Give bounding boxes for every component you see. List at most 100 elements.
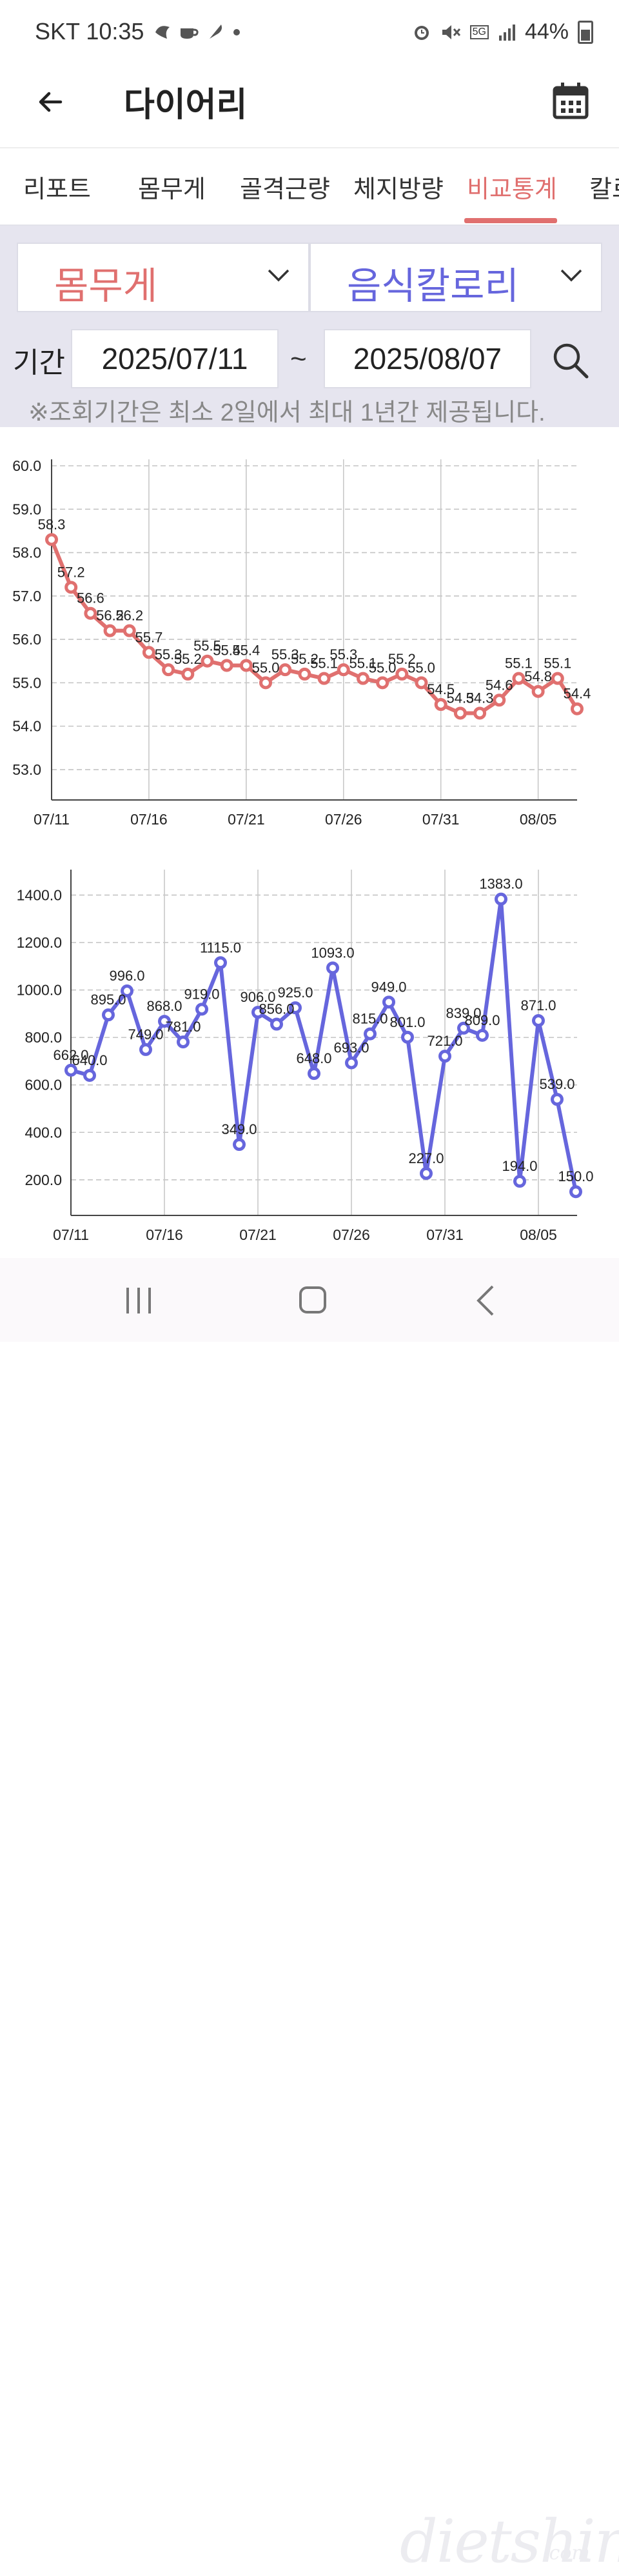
- data-label: 55.0: [369, 659, 397, 675]
- data-point: [495, 892, 507, 906]
- data-label: 58.3: [38, 516, 66, 532]
- data-label: 539.0: [539, 1076, 575, 1092]
- data-point: [438, 1050, 451, 1063]
- y-tick-label: 400.0: [25, 1124, 62, 1141]
- data-point: [512, 672, 526, 685]
- signal-icon: [498, 24, 515, 41]
- tab-skeletal-muscle[interactable]: 골격근량: [240, 176, 330, 203]
- data-label: 868.0: [146, 998, 182, 1014]
- x-tick-label: 07/31: [426, 1226, 464, 1243]
- battery-percent: 44%: [524, 19, 569, 44]
- data-label: 55.4: [213, 642, 241, 658]
- data-label: 925.0: [277, 984, 313, 1001]
- system-back-button[interactable]: [464, 1281, 509, 1320]
- data-point: [233, 1138, 246, 1152]
- data-point: [83, 1068, 96, 1082]
- feather-icon: [210, 25, 222, 39]
- x-tick-label: 07/21: [239, 1226, 277, 1243]
- data-label: 56.2: [115, 608, 143, 624]
- tab-calorie[interactable]: 칼로: [589, 176, 619, 203]
- x-tick-label: 08/05: [520, 811, 557, 828]
- data-point: [415, 676, 428, 690]
- tab-weight[interactable]: 몸무게: [138, 176, 206, 203]
- tab-body-fat[interactable]: 체지방량: [353, 176, 444, 203]
- data-point: [45, 533, 58, 546]
- y-tick-label: 800.0: [25, 1029, 62, 1046]
- y-tick-label: 57.0: [12, 588, 41, 604]
- data-point: [395, 667, 409, 681]
- data-point: [476, 1028, 489, 1042]
- data-point: [420, 1166, 433, 1180]
- data-label: 54.4: [564, 686, 591, 702]
- data-label: 815.0: [352, 1011, 388, 1027]
- x-tick-label: 07/16: [130, 811, 168, 828]
- end-date-field[interactable]: 2025/08/07: [324, 329, 531, 388]
- data-label: 919.0: [184, 986, 219, 1002]
- data-label: 640.0: [72, 1052, 107, 1068]
- x-tick-label: 08/05: [520, 1226, 557, 1243]
- data-point: [551, 672, 564, 685]
- data-point: [453, 706, 467, 720]
- x-tick-label: 07/26: [325, 811, 362, 828]
- y-tick-label: 600.0: [25, 1077, 62, 1093]
- data-point: [64, 1063, 77, 1077]
- y-tick-label: 56.0: [12, 631, 41, 648]
- start-date-field[interactable]: 2025/07/11: [71, 329, 279, 388]
- left-metric-select[interactable]: 몸무게: [17, 243, 310, 312]
- carrier-time: SKT 10:35: [35, 18, 144, 45]
- data-point: [289, 1001, 302, 1015]
- data-point: [177, 1035, 190, 1049]
- data-label: 56.2: [96, 608, 124, 624]
- data-point: [123, 624, 136, 637]
- data-label: 55.5: [193, 638, 221, 654]
- calendar-button[interactable]: [549, 80, 592, 123]
- data-point: [214, 956, 227, 970]
- status-bar: SKT 10:35 5G 44%: [0, 0, 619, 65]
- series-line: [70, 897, 578, 1192]
- data-point: [531, 684, 545, 698]
- data-point: [158, 1015, 171, 1028]
- data-point: [364, 1027, 377, 1041]
- data-label: 809.0: [464, 1012, 500, 1028]
- data-label: 55.7: [135, 629, 163, 645]
- series-line: [50, 539, 579, 715]
- y-tick-label: 1200.0: [17, 934, 62, 951]
- tab-report[interactable]: 리포트: [23, 176, 91, 203]
- x-tick-label: 07/16: [146, 1226, 183, 1243]
- y-tick-label: 55.0: [12, 674, 41, 691]
- back-button[interactable]: [31, 83, 70, 121]
- data-label: 55.1: [310, 655, 338, 672]
- coffee-icon: [181, 28, 199, 39]
- x-tick-label: 07/26: [333, 1226, 370, 1243]
- home-button[interactable]: [290, 1281, 335, 1320]
- data-point: [382, 995, 395, 1009]
- data-label: 55.4: [232, 642, 260, 658]
- right-metric-select[interactable]: 음식칼로리: [310, 243, 602, 312]
- dietshin-watermark-suffix: .com: [543, 2542, 590, 2564]
- data-point: [308, 1067, 320, 1081]
- data-point: [569, 1185, 582, 1199]
- battery-icon: [578, 20, 593, 44]
- calorie-chart: 200.0 400.0 600.0 800.0 1000.0 1200.0 1400.0 07…: [17, 870, 594, 1243]
- data-point: [195, 1003, 208, 1016]
- data-point: [326, 961, 339, 975]
- recent-apps-button[interactable]: [116, 1281, 161, 1320]
- x-tick-label: 07/11: [34, 811, 70, 828]
- weight-chart: 53.0 54.0 55.0 56.0 57.0 58.0 59.0 60.0 07/11 07/…: [12, 457, 591, 828]
- data-label: 55.2: [291, 651, 319, 667]
- left-metric-value: 몸무게: [54, 265, 158, 307]
- tab-compare-stats[interactable]: 비교통계: [467, 176, 557, 203]
- search-button[interactable]: [549, 339, 592, 382]
- data-label: 693.0: [333, 1039, 369, 1055]
- data-point: [298, 667, 311, 681]
- data-label: 1115.0: [200, 939, 241, 955]
- data-point: [571, 702, 584, 715]
- filter-panel: 몸무게 음식칼로리 기간 2025/07/11 ~ 2025/08/07 ※조회…: [0, 226, 619, 427]
- data-point: [64, 581, 78, 594]
- x-tick-label: 07/11: [53, 1226, 89, 1243]
- data-point: [102, 1008, 115, 1022]
- y-tick-label: 54.0: [12, 718, 41, 735]
- data-label: 54.3: [446, 690, 474, 706]
- y-tick-label: 58.0: [12, 544, 41, 561]
- page-title: 다이어리: [124, 86, 248, 124]
